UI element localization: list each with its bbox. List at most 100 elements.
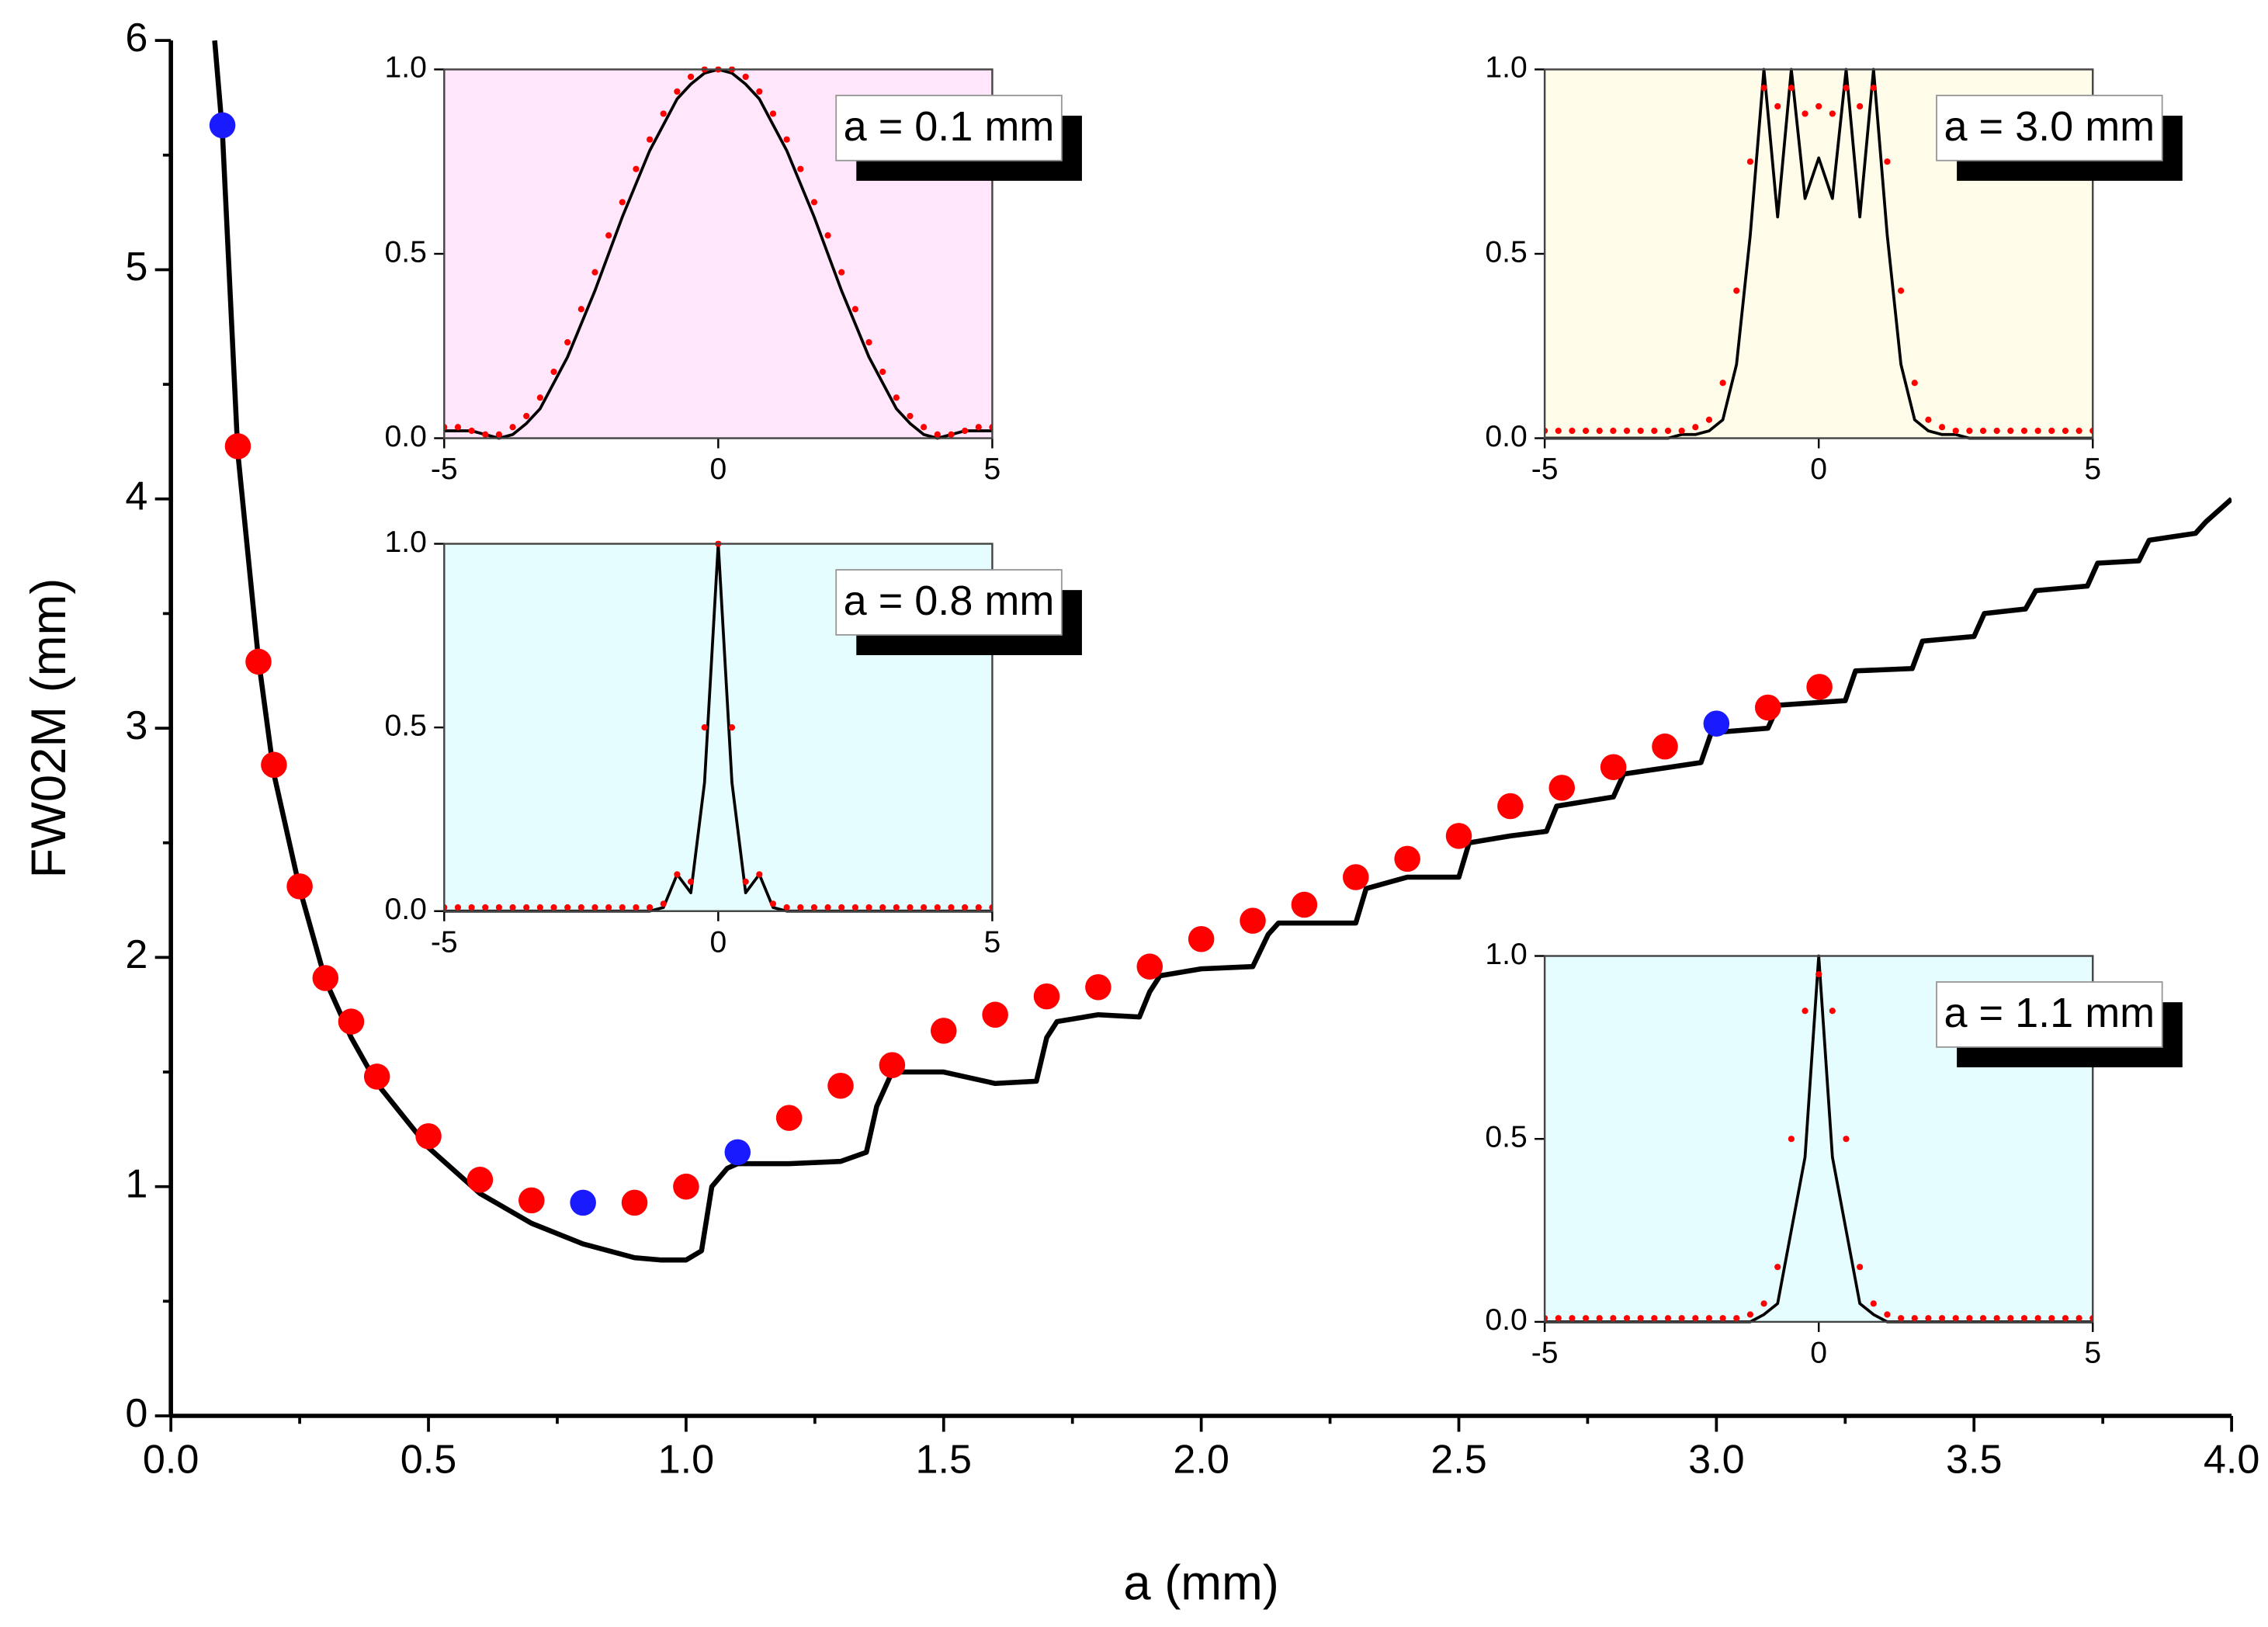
dot bbox=[1898, 1315, 1905, 1322]
dot bbox=[934, 904, 941, 911]
dot bbox=[1637, 1315, 1644, 1322]
dot bbox=[1610, 427, 1617, 435]
x-tick-label: 5 bbox=[2084, 453, 2101, 486]
dot bbox=[495, 904, 503, 911]
dot bbox=[1966, 427, 1973, 435]
dot bbox=[564, 338, 571, 346]
dot bbox=[1979, 427, 1987, 435]
x-tick-label: 2.5 bbox=[1431, 1437, 1487, 1482]
dot bbox=[948, 904, 955, 911]
x-tick-label: -5 bbox=[1531, 1337, 1559, 1370]
dot bbox=[742, 878, 749, 886]
dot bbox=[1705, 416, 1713, 423]
dot bbox=[948, 431, 955, 438]
dot bbox=[962, 427, 969, 435]
dot bbox=[865, 338, 872, 346]
dot bbox=[769, 110, 777, 117]
y-tick-label: 1.0 bbox=[385, 526, 427, 559]
dot bbox=[1582, 1315, 1590, 1322]
y-tick-label: 2 bbox=[125, 932, 147, 977]
x-tick-label: 5 bbox=[984, 925, 1001, 959]
dot bbox=[1911, 1315, 1918, 1322]
marker bbox=[415, 1122, 442, 1150]
dot bbox=[523, 904, 530, 911]
dot bbox=[865, 904, 872, 911]
dot bbox=[605, 232, 612, 239]
y-tick-label: 3 bbox=[125, 703, 147, 748]
marker bbox=[1754, 694, 1781, 721]
dot bbox=[509, 424, 516, 431]
dot bbox=[879, 368, 886, 376]
dot bbox=[1993, 1315, 2000, 1322]
x-tick-label: 3.5 bbox=[1946, 1437, 2003, 1482]
marker bbox=[209, 112, 236, 139]
dot bbox=[1774, 1264, 1781, 1271]
dot bbox=[975, 904, 982, 911]
dot bbox=[1678, 1315, 1685, 1322]
dot bbox=[1870, 1300, 1877, 1307]
x-tick-label: 0 bbox=[709, 925, 727, 959]
dot bbox=[783, 904, 790, 911]
dot bbox=[921, 904, 928, 911]
dot bbox=[2020, 427, 2028, 435]
y-tick-label: 0.5 bbox=[1485, 235, 1527, 269]
y-tick-label: 5 bbox=[125, 245, 147, 290]
dot bbox=[1993, 427, 2000, 435]
dot bbox=[564, 904, 571, 911]
dot bbox=[1569, 1315, 1576, 1322]
dot bbox=[2076, 1315, 2082, 1322]
dot bbox=[591, 269, 598, 276]
dot bbox=[810, 904, 818, 911]
dot bbox=[2034, 1315, 2041, 1322]
x-tick-label: 0 bbox=[709, 453, 727, 486]
marker bbox=[363, 1063, 390, 1090]
dot bbox=[1733, 287, 1740, 294]
dot bbox=[1925, 416, 1932, 423]
dot bbox=[893, 394, 900, 401]
dot bbox=[1582, 427, 1590, 435]
marker bbox=[1806, 674, 1833, 700]
marker bbox=[1033, 983, 1060, 1010]
dot bbox=[1925, 1315, 1932, 1322]
dot bbox=[1857, 1264, 1864, 1271]
dot bbox=[851, 904, 858, 911]
x-axis-label: a (mm) bbox=[1123, 1556, 1279, 1611]
dot bbox=[550, 904, 557, 911]
x-tick-label: 4.0 bbox=[2204, 1437, 2260, 1482]
marker bbox=[1342, 864, 1369, 890]
dot bbox=[728, 724, 736, 731]
y-tick-label: 0.0 bbox=[385, 893, 427, 926]
dot bbox=[1555, 1315, 1562, 1322]
marker bbox=[1240, 907, 1266, 934]
dot bbox=[879, 904, 886, 911]
x-tick-label: 0 bbox=[1810, 453, 1827, 486]
dot bbox=[742, 73, 749, 81]
y-tick-label: 1.0 bbox=[385, 51, 427, 85]
inset-frame bbox=[443, 543, 994, 912]
dot bbox=[619, 904, 626, 911]
dot bbox=[797, 904, 804, 911]
dot bbox=[1760, 85, 1767, 92]
dot bbox=[769, 900, 777, 907]
marker bbox=[1548, 775, 1576, 801]
marker bbox=[1085, 974, 1111, 1001]
dot bbox=[1760, 1300, 1767, 1307]
dot bbox=[1610, 1315, 1617, 1322]
dot bbox=[1788, 85, 1795, 92]
dot bbox=[783, 136, 790, 143]
dot bbox=[482, 904, 489, 911]
dot bbox=[1802, 1008, 1809, 1015]
dot bbox=[674, 88, 681, 95]
dot bbox=[2048, 1315, 2055, 1322]
y-axis-label: FW02M (mm) bbox=[22, 578, 76, 879]
x-tick-label: 5 bbox=[984, 453, 1001, 486]
annotation-box bbox=[835, 569, 1063, 636]
marker bbox=[286, 873, 313, 900]
dot bbox=[1555, 427, 1562, 435]
dot bbox=[509, 904, 516, 911]
dot bbox=[1664, 427, 1672, 435]
dot bbox=[674, 871, 681, 878]
dot bbox=[2007, 1315, 2014, 1322]
dot bbox=[1678, 427, 1685, 435]
line bbox=[212, 40, 2232, 1263]
